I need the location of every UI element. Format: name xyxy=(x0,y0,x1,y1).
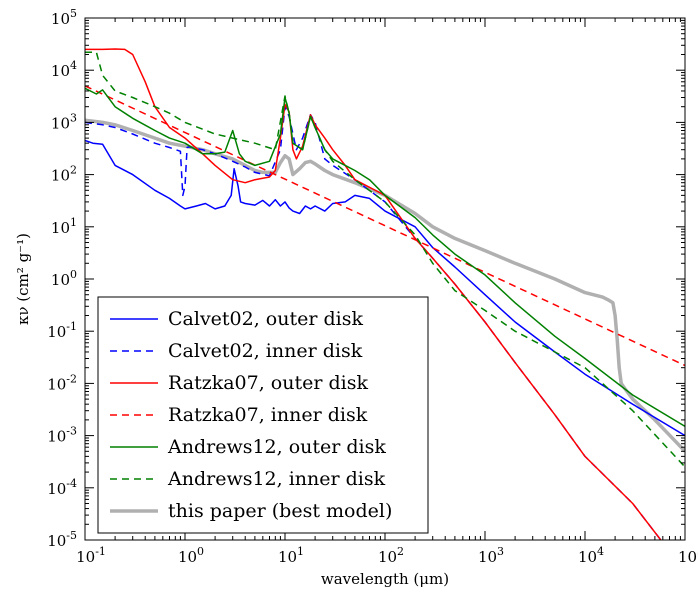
x-tick-label: 102 xyxy=(378,545,404,566)
legend-label: Andrews12, inner disk xyxy=(167,468,386,490)
x-tick-label: 105 xyxy=(678,545,698,566)
legend-label: Andrews12, outer disk xyxy=(167,436,386,458)
series-line-0 xyxy=(85,139,685,437)
y-tick-label: 10-1 xyxy=(47,320,77,341)
y-tick-label: 100 xyxy=(51,268,77,289)
x-tick-label: 10-1 xyxy=(76,545,106,566)
x-tick-label: 101 xyxy=(278,545,304,566)
legend-label: Calvet02, outer disk xyxy=(168,308,363,330)
y-axis-title: κν (cm² g⁻¹) xyxy=(14,233,32,325)
y-tick-label: 10-4 xyxy=(47,477,77,498)
x-tick-label: 103 xyxy=(478,545,504,566)
legend: Calvet02, outer disk Calvet02, inner disk… xyxy=(97,296,429,534)
y-tick-label: 10-3 xyxy=(47,425,77,446)
y-tick-label: 10-2 xyxy=(47,372,77,393)
y-tick-label: 101 xyxy=(51,216,77,237)
series-line-5 xyxy=(85,51,685,468)
legend-label: Calvet02, inner disk xyxy=(168,340,363,362)
legend-label: Ratzka07, outer disk xyxy=(168,372,368,394)
y-tick-label: 103 xyxy=(51,111,77,132)
y-tick-label: 10-5 xyxy=(47,529,77,550)
series-line-6 xyxy=(85,118,685,453)
y-tick-label: 102 xyxy=(51,164,77,185)
tick-layer: 10-1 100 101 102 103 104 105 10-5 10-4 10-3 10-2 10… xyxy=(47,7,698,566)
series-line-3 xyxy=(85,85,685,367)
x-axis-title: wavelength (μm) xyxy=(321,570,449,588)
legend-label: this paper (best model) xyxy=(168,500,392,522)
y-tick-label: 104 xyxy=(51,59,77,80)
series-layer xyxy=(85,48,685,540)
y-tick-label: 105 xyxy=(51,7,77,28)
legend-label: Ratzka07, inner disk xyxy=(168,404,368,426)
x-tick-label: 100 xyxy=(178,545,204,566)
x-tick-label: 104 xyxy=(578,545,604,566)
